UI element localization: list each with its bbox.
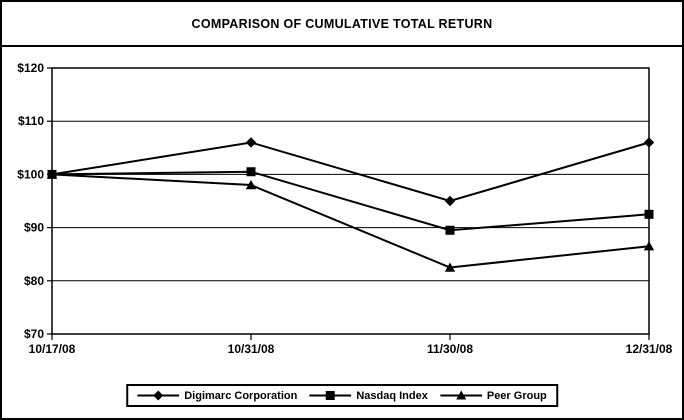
chart-legend: Digimarc Corporation Nasdaq Index Peer G… (126, 384, 558, 407)
triangle-marker-icon (439, 390, 482, 400)
x-tick-label: 10/17/08 (29, 342, 76, 356)
legend-item-peer-group: Peer Group (439, 389, 547, 402)
y-tick-label: $100 (17, 167, 44, 181)
y-tick-label: $80 (24, 274, 44, 288)
series-line-peer-group (51, 173, 650, 269)
marker-square (445, 225, 455, 235)
y-tick-label: $120 (17, 61, 44, 75)
x-tick-label: 11/30/08 (427, 342, 473, 356)
plot-border (51, 67, 650, 335)
y-tick-label: $70 (24, 327, 44, 341)
diamond-marker-icon (137, 390, 180, 401)
legend-item-digimarc: Digimarc Corporation (137, 389, 297, 402)
y-tick-label: $90 (24, 221, 44, 235)
y-tick-label: $110 (18, 114, 44, 128)
legend-label: Peer Group (486, 389, 547, 402)
marker-square (644, 209, 654, 219)
legend-item-nasdaq: Nasdaq Index (309, 389, 428, 402)
x-tick-label: 10/31/08 (228, 342, 275, 356)
x-tick-label: 12/31/08 (626, 342, 673, 356)
marker-square (47, 169, 57, 179)
marker-triangle (643, 241, 655, 251)
legend-label: Nasdaq Index (356, 389, 428, 402)
marker-square (246, 167, 256, 177)
marker-triangle (444, 262, 456, 272)
marker-diamond (643, 137, 655, 148)
marker-diamond (444, 195, 456, 207)
series-line-digimarc-corporation (51, 141, 650, 203)
legend-label: Digimarc Corporation (184, 389, 298, 402)
marker-triangle (245, 180, 257, 190)
series-line-nasdaq-index (51, 170, 650, 232)
chart-title: COMPARISON OF CUMULATIVE TOTAL RETURN (2, 2, 682, 47)
square-marker-icon (309, 391, 352, 400)
marker-diamond (245, 137, 257, 148)
